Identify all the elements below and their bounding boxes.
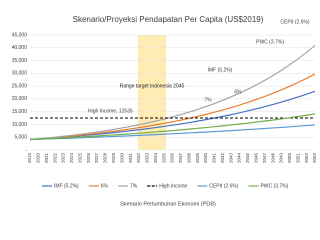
- annotation: IMF (5.2%): [208, 67, 233, 73]
- series-line: [29, 44, 316, 141]
- x-tick-label: 2030: [119, 153, 124, 164]
- x-tick-label: 2053: [312, 153, 317, 164]
- y-tick-label: 10,000: [12, 122, 28, 128]
- x-axis-title: Skenario Pertumbuhan Ekonomi (PDB): [120, 201, 216, 207]
- y-tick-label: 40,000: [12, 45, 28, 51]
- x-tick-label: 2019: [27, 153, 32, 164]
- y-tick-label: 35,000: [12, 58, 28, 64]
- annotation: PWC (3.7%): [256, 39, 284, 45]
- annotation: 6%: [234, 89, 242, 95]
- legend-label: 6%: [101, 183, 109, 189]
- x-tick-label: 2026: [86, 153, 91, 164]
- series-line: [29, 124, 316, 141]
- x-tick-label: 2032: [136, 153, 141, 164]
- x-tick-label: 2027: [94, 153, 99, 164]
- x-tick-label: 2036: [170, 153, 175, 164]
- legend-label: CEPII (2.6%): [209, 183, 239, 189]
- x-tick-label: 2037: [178, 153, 183, 164]
- x-tick-label: 2035: [161, 153, 166, 164]
- legend-label: High Income: [159, 183, 187, 189]
- x-tick-label: 2051: [295, 153, 300, 164]
- x-tick-label: 2024: [69, 153, 74, 164]
- page: {"chart_data":{"type":"line","title":"Sk…: [11, 15, 318, 208]
- series-line: [29, 113, 316, 141]
- x-tick-label: 2039: [195, 153, 200, 164]
- x-tick-label: 2050: [287, 153, 292, 164]
- x-tick-label: 2020: [36, 153, 41, 164]
- y-tick-label: 25,000: [12, 83, 28, 89]
- x-tick-label: 2049: [279, 153, 284, 164]
- legend-label: 7%: [130, 183, 138, 189]
- x-tick-label: 2025: [77, 153, 82, 164]
- target-band: [138, 35, 166, 150]
- x-tick-label: 2033: [145, 153, 150, 164]
- x-tick-label: 2038: [186, 153, 191, 164]
- x-tick-label: 2042: [220, 153, 225, 164]
- x-tick-label: 2021: [44, 153, 49, 164]
- x-tick-label: 2041: [212, 153, 217, 164]
- x-tick-label: 2034: [153, 153, 158, 164]
- annotation: 7%: [204, 97, 212, 103]
- x-tick-label: 2046: [254, 153, 259, 164]
- x-tick-label: 2044: [237, 153, 242, 164]
- series-line: [29, 73, 316, 141]
- annotation: CEPII (2.6%): [280, 19, 310, 25]
- legend-label: IMF (5.2%): [54, 183, 79, 189]
- y-tick-label: 45,000: [12, 32, 28, 38]
- y-tick-label: -: [25, 147, 27, 153]
- chart-title: Skenario/Proyeksi Pendapatan Per Capita …: [73, 15, 264, 24]
- legend-label: PWC (3.7%): [260, 183, 288, 189]
- x-tick-label: 2031: [128, 153, 133, 164]
- x-tick-label: 2040: [203, 153, 208, 164]
- series-line: [29, 90, 316, 141]
- annotation: High Income, 12535: [88, 108, 133, 114]
- x-tick-label: 2048: [270, 153, 275, 164]
- x-tick-label: 2028: [103, 153, 108, 164]
- annotation: Range target Indonesia 2045: [120, 83, 185, 89]
- x-tick-label: 2029: [111, 153, 116, 164]
- x-tick-label: 2045: [245, 153, 250, 164]
- x-tick-label: 2022: [52, 153, 57, 164]
- y-tick-label: 20,000: [12, 96, 28, 102]
- chart: Skenario/Proyeksi Pendapatan Per Capita …: [12, 15, 317, 207]
- y-tick-label: 30,000: [12, 71, 28, 77]
- y-tick-label: 5,000: [14, 135, 27, 141]
- x-tick-label: 2052: [304, 153, 309, 164]
- x-tick-label: 2023: [61, 153, 66, 164]
- y-tick-label: 15,000: [12, 109, 28, 115]
- x-tick-label: 2047: [262, 153, 267, 164]
- x-tick-label: 2043: [228, 153, 233, 164]
